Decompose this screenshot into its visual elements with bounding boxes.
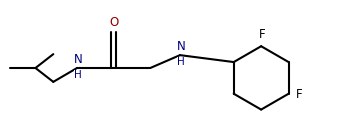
Text: F: F	[295, 88, 302, 101]
Text: O: O	[109, 16, 118, 29]
Text: H: H	[74, 70, 82, 80]
Text: H: H	[177, 57, 185, 67]
Text: N: N	[177, 40, 185, 53]
Text: F: F	[259, 28, 266, 41]
Text: N: N	[74, 53, 82, 66]
